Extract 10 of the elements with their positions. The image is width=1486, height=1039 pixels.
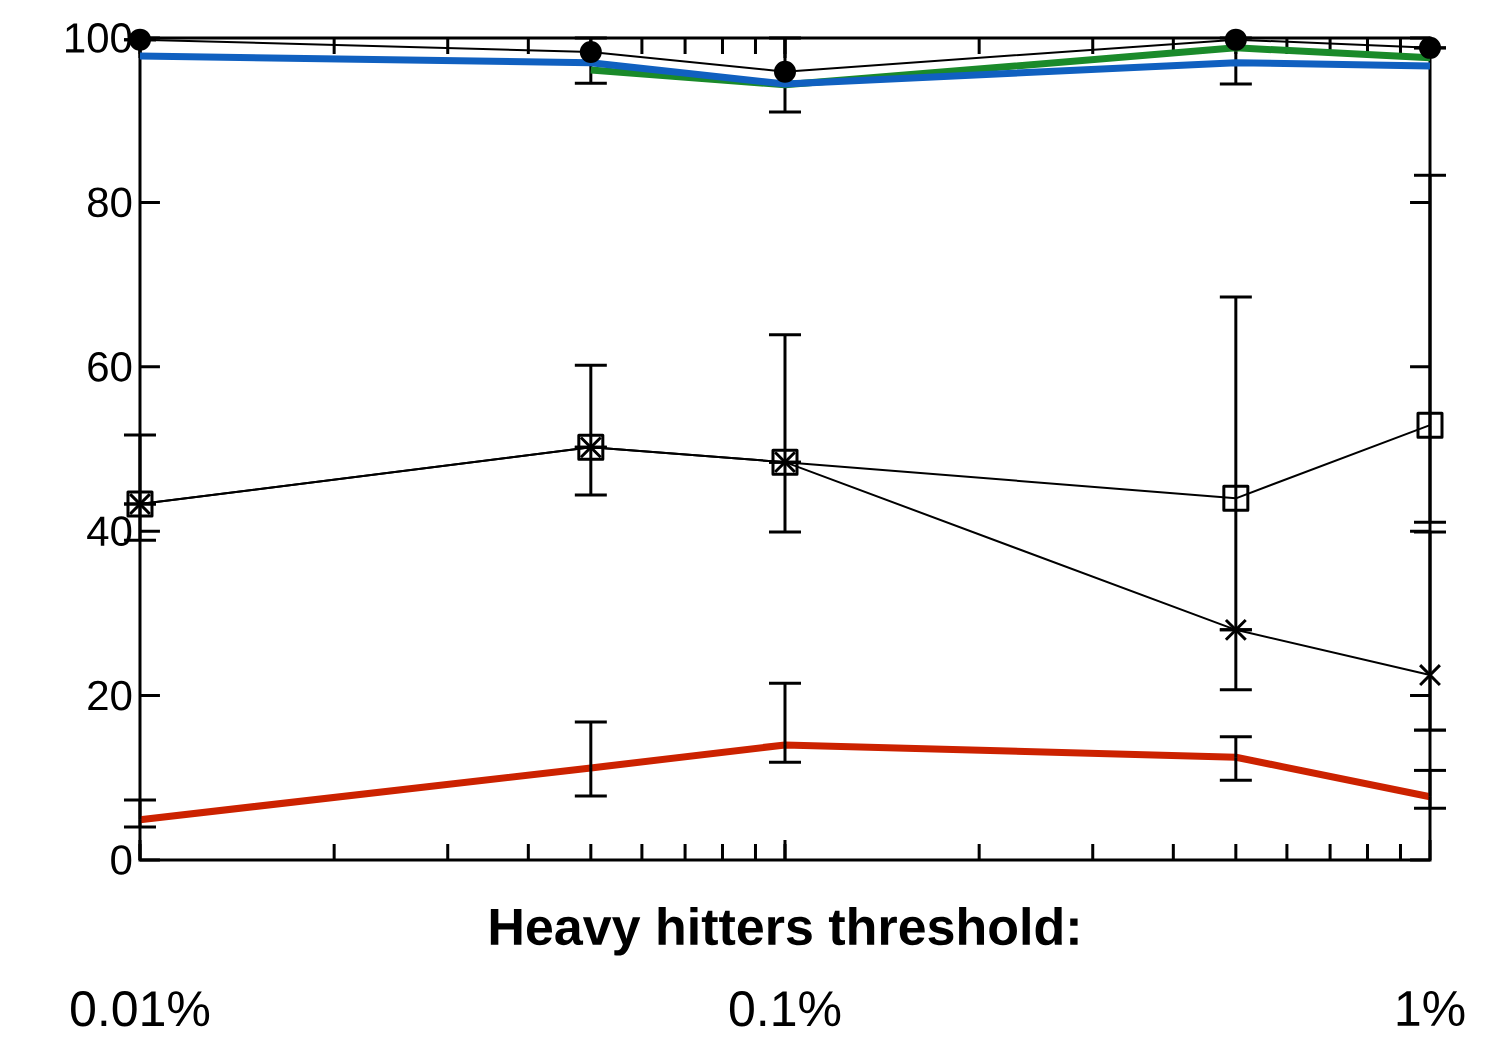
x-tick-label: 0.1%	[729, 991, 841, 1027]
y-tick-label: 100	[66, 23, 132, 53]
y-tick-label: 60	[88, 351, 132, 382]
y-tick-label: 0	[111, 845, 132, 875]
y-tick-label: 20	[88, 680, 132, 711]
y-tick-label: 80	[88, 187, 132, 218]
x-axis-title: Heavy hitters threshold:	[490, 907, 1078, 956]
y-tick-label: 40	[87, 516, 132, 547]
x-tick-label: 1%	[1397, 991, 1465, 1027]
x-tick-label: 0.01%	[71, 991, 210, 1027]
